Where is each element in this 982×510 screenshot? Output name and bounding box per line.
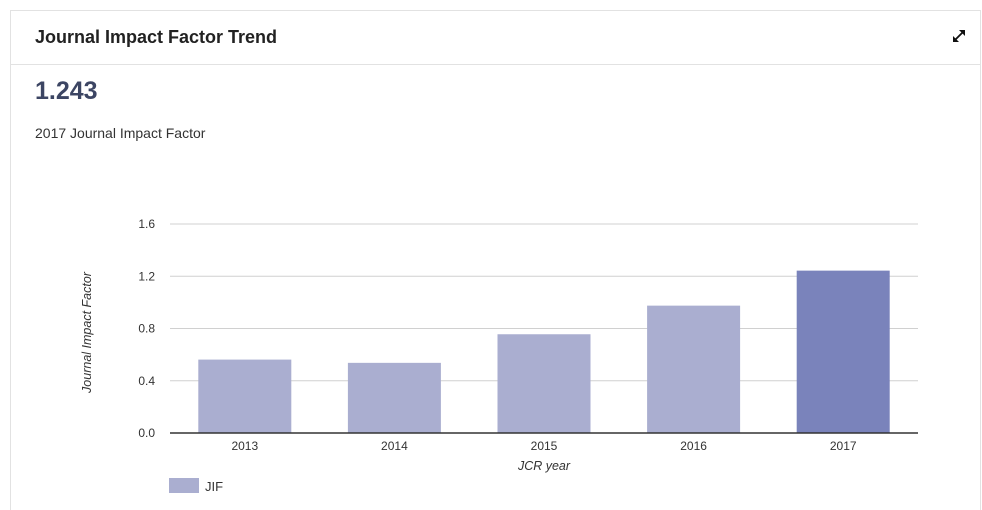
- x-tick-label: 2015: [531, 439, 558, 453]
- x-axis-title: JCR year: [517, 459, 571, 473]
- metric-label: 2017 Journal Impact Factor: [35, 125, 206, 141]
- y-tick-label: 0.8: [138, 322, 155, 336]
- card-header: Journal Impact Factor Trend: [11, 11, 980, 65]
- y-tick-label: 0.4: [138, 374, 155, 388]
- jif-trend-card: Journal Impact Factor Trend 1.243 2017 J…: [10, 10, 981, 510]
- bar-2015: [497, 334, 591, 433]
- legend-label: JIF: [205, 479, 223, 494]
- x-tick-label: 2016: [680, 439, 707, 453]
- bar-2013: [198, 359, 292, 433]
- expand-icon[interactable]: [950, 27, 968, 45]
- card-title: Journal Impact Factor Trend: [35, 27, 278, 47]
- legend-swatch: [169, 478, 199, 493]
- y-tick-label: 1.6: [138, 217, 155, 231]
- bar-2016: [647, 305, 741, 433]
- y-tick-label: 0.0: [138, 426, 155, 440]
- y-tick-label: 1.2: [138, 269, 155, 283]
- y-axis-title: Journal Impact Factor: [80, 271, 94, 394]
- x-tick-label: 2013: [231, 439, 258, 453]
- bar-2014: [347, 362, 441, 433]
- metric-value: 1.243: [35, 77, 98, 105]
- bar-2017: [796, 270, 890, 433]
- x-tick-label: 2014: [381, 439, 408, 453]
- x-tick-label: 2017: [830, 439, 857, 453]
